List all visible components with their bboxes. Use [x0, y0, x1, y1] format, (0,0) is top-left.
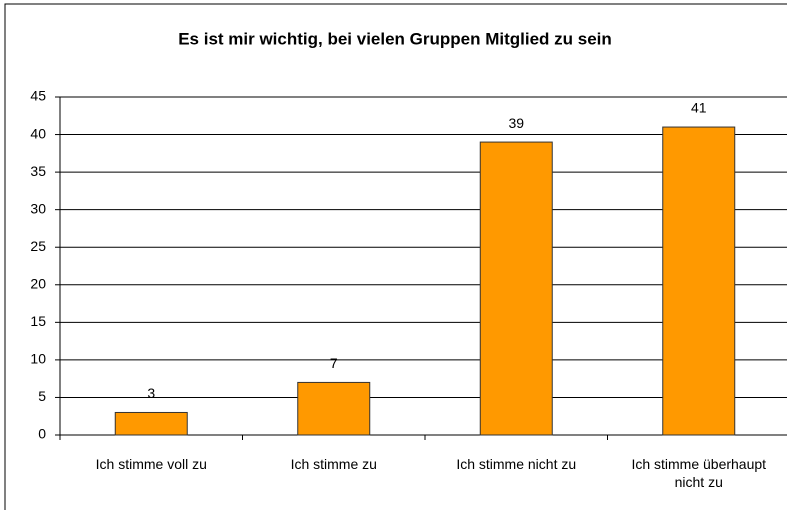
y-tick-label: 15 — [30, 313, 46, 329]
bar — [479, 141, 553, 436]
y-tick-label: 25 — [30, 238, 46, 254]
y-tick-label: 5 — [38, 388, 46, 404]
x-tick-label: Ich stimme zu — [290, 456, 377, 472]
data-label: 3 — [147, 385, 155, 401]
y-tick-label: 20 — [30, 275, 46, 291]
bar — [297, 381, 371, 436]
x-tick-label: Ich stimme nicht zu — [456, 456, 577, 472]
x-tick-label: Ich stimme überhaupt nicht zu — [631, 456, 767, 490]
y-tick-label: 0 — [38, 426, 46, 442]
data-label: 41 — [691, 100, 707, 116]
y-tick-label: 35 — [30, 163, 46, 179]
data-label: 7 — [330, 355, 338, 371]
data-label: 39 — [508, 115, 524, 131]
y-tick-label: 45 — [30, 88, 46, 104]
y-tick-label: 40 — [30, 125, 46, 141]
x-tick-label: Ich stimme voll zu — [95, 456, 207, 472]
y-tick-label: 30 — [30, 200, 46, 216]
bar — [662, 126, 736, 436]
chart-title: Es ist mir wichtig, bei vielen Gruppen M… — [178, 29, 612, 48]
y-tick-label: 10 — [30, 351, 46, 367]
bar — [114, 411, 188, 436]
